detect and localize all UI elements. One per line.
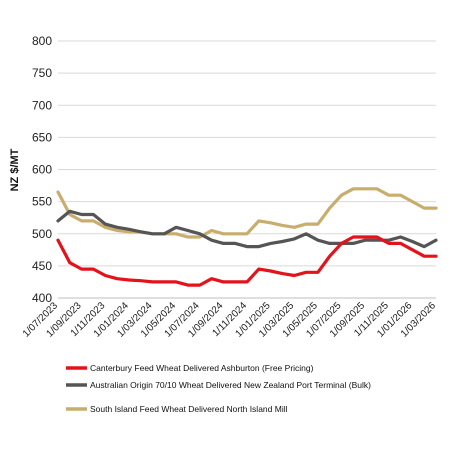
- y-tick-label: 450: [32, 259, 52, 273]
- legend-label: Canterbury Feed Wheat Delivered Ashburto…: [90, 363, 314, 373]
- x-axis-ticks: 1/07/20231/09/20231/11/20231/01/20241/03…: [21, 300, 439, 340]
- y-tick-label: 500: [32, 227, 52, 241]
- legend-label: South Island Feed Wheat Delivered North …: [90, 404, 288, 414]
- legend-item: Canterbury Feed Wheat Delivered Ashburto…: [66, 363, 314, 373]
- y-axis-label: NZ $/MT: [9, 148, 21, 191]
- series-line-2: [56, 209, 438, 249]
- y-tick-label: 400: [32, 291, 52, 305]
- y-axis-ticks: 400 450 500 550 600 650 700 750 800: [32, 34, 52, 305]
- y-tick-label: 700: [32, 98, 52, 112]
- y-tick-label: 550: [32, 195, 52, 209]
- legend-label: Australian Origin 70/10 Wheat Delivered …: [90, 380, 371, 390]
- gridlines: [58, 40, 436, 267]
- series-line-1: [56, 235, 438, 287]
- y-tick-label: 600: [32, 163, 52, 177]
- legend-item: South Island Feed Wheat Delivered North …: [66, 404, 288, 414]
- y-tick-label: 800: [32, 34, 52, 48]
- series-lines: [56, 187, 438, 287]
- legend-item: Australian Origin 70/10 Wheat Delivered …: [66, 380, 371, 390]
- y-tick-label: 650: [32, 130, 52, 144]
- series-line-3: [56, 187, 438, 239]
- legend: Canterbury Feed Wheat Delivered Ashburto…: [66, 363, 371, 414]
- y-tick-label: 750: [32, 66, 52, 80]
